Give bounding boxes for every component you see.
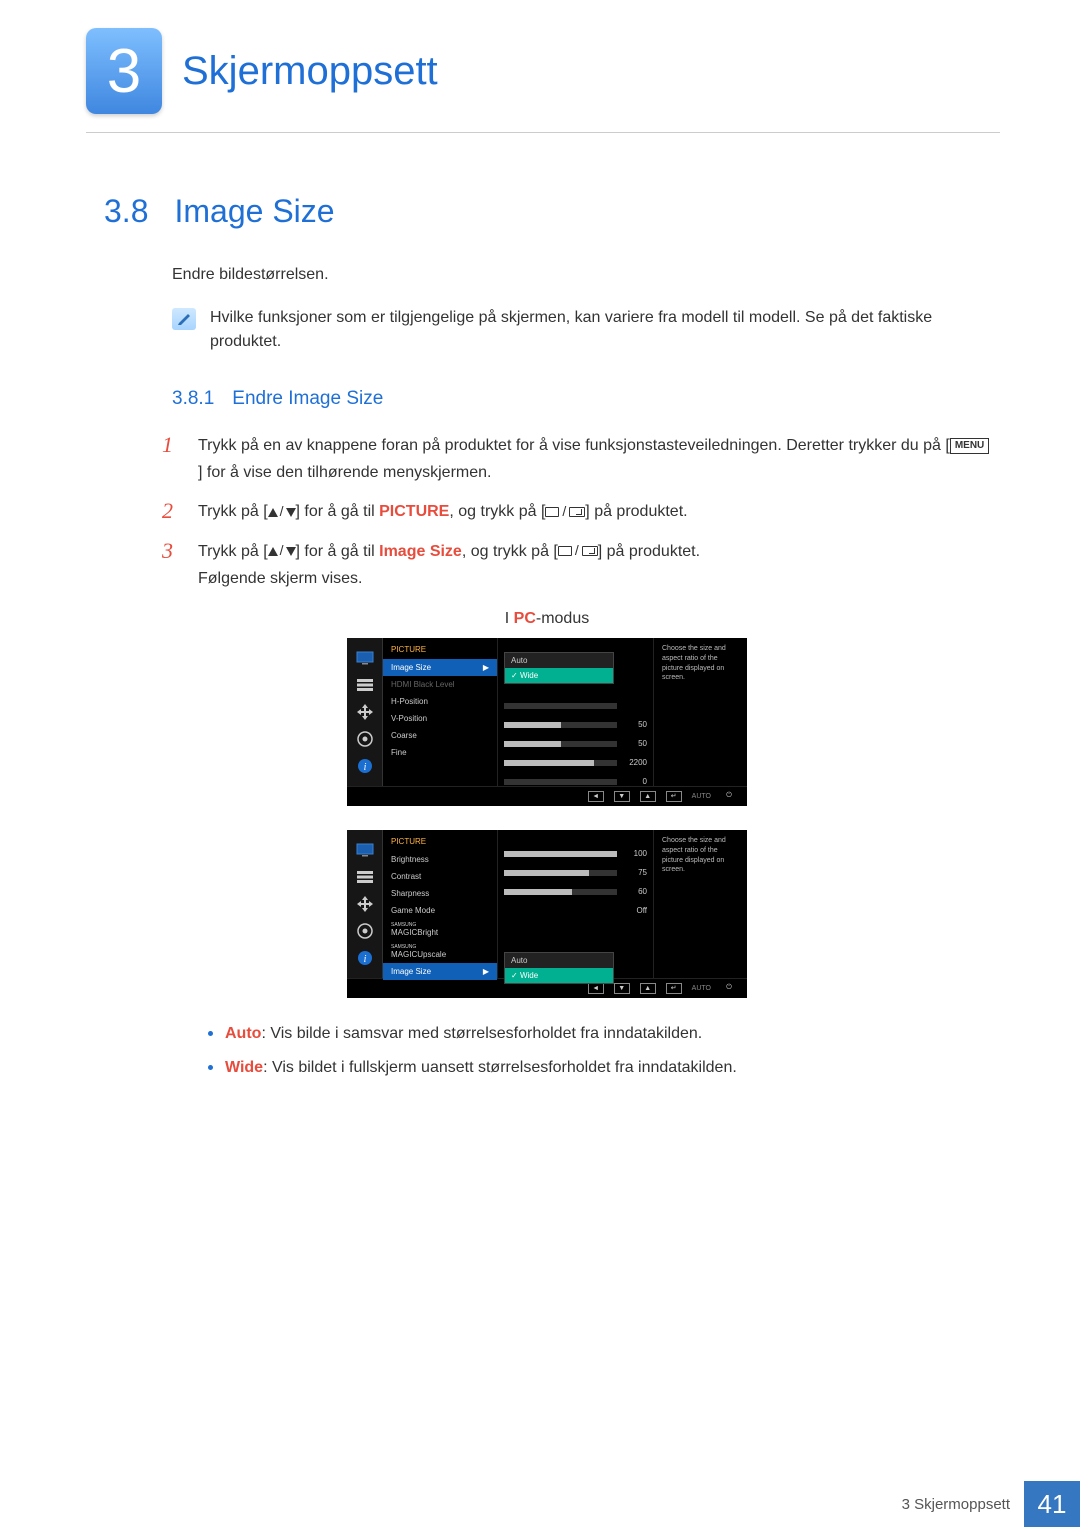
- osd-item-hdmi: HDMI Black Level: [383, 676, 497, 693]
- target-picture: PICTURE: [379, 503, 449, 520]
- info-icon: i: [355, 949, 375, 967]
- bullet-wide: Wide: Vis bildet i fullskjerm uansett st…: [208, 1056, 990, 1080]
- osd-dd-wide: Wide: [505, 968, 613, 983]
- step-number: 2: [162, 498, 180, 524]
- auto-label: AUTO: [692, 793, 711, 800]
- osd-item-fine: Fine: [383, 744, 497, 761]
- osd-panel-2: i PICTURE Brightness Contrast Sharpness …: [347, 830, 747, 998]
- up-arrow-icon: ▲: [640, 791, 656, 802]
- osd-menu-list: PICTURE Image Size▶ HDMI Black Level H-P…: [383, 638, 498, 786]
- menu-button-label: MENU: [950, 438, 989, 454]
- step-3: 3 Trykk på [/] for å gå til Image Size, …: [162, 538, 990, 592]
- osd-item-magic-upscale: SAMSUNGMAGICUpscale: [383, 941, 497, 963]
- subsection-heading: 3.8.1 Endre Image Size: [172, 388, 990, 410]
- gear-icon: [355, 922, 375, 940]
- select-enter-icon: /: [545, 500, 585, 524]
- up-arrow-icon: ▲: [640, 983, 656, 994]
- osd-item-image-size: Image Size▶: [383, 963, 497, 980]
- steps-list: 1 Trykk på en av knappene foran på produ…: [162, 432, 990, 592]
- osd-item-brightness: Brightness: [383, 851, 497, 868]
- bullet-term: Wide: [225, 1059, 263, 1076]
- section-title: Image Size: [174, 193, 334, 230]
- svg-text:i: i: [363, 762, 366, 773]
- gear-icon: [355, 730, 375, 748]
- arrows-icon: [355, 895, 375, 913]
- osd-screenshots: i PICTURE Image Size▶ HDMI Black Level H…: [104, 638, 990, 998]
- bullet-term: Auto: [225, 1025, 261, 1042]
- osd-menu-list: PICTURE Brightness Contrast Sharpness Ga…: [383, 830, 498, 978]
- step-text: Trykk på [/] for å gå til PICTURE, og tr…: [198, 498, 990, 525]
- note-text: Hvilke funksjoner som er tilgjengelige p…: [210, 306, 990, 354]
- list-icon: [355, 676, 375, 694]
- arrows-icon: [355, 703, 375, 721]
- osd-panel-1: i PICTURE Image Size▶ HDMI Black Level H…: [347, 638, 747, 806]
- down-arrow-icon: ▼: [614, 983, 630, 994]
- power-icon: ⏻: [721, 983, 737, 994]
- osd-values: Auto Wide 50 50 2200 0: [498, 638, 653, 786]
- osd-item-image-size: Image Size▶: [383, 659, 497, 676]
- osd-item-sharpness: Sharpness: [383, 885, 497, 902]
- subsection-title: Endre Image Size: [232, 388, 383, 410]
- down-arrow-icon: ▼: [614, 791, 630, 802]
- step-2: 2 Trykk på [/] for å gå til PICTURE, og …: [162, 498, 990, 525]
- monitor-icon: [355, 649, 375, 667]
- osd-dd-auto: Auto: [505, 953, 613, 968]
- osd-item-vpos: V-Position: [383, 710, 497, 727]
- note-block: Hvilke funksjoner som er tilgjengelige p…: [172, 306, 990, 354]
- osd-footer: ◄ ▼ ▲ ↵ AUTO ⏻: [347, 786, 747, 806]
- step-1: 1 Trykk på en av knappene foran på produ…: [162, 432, 990, 486]
- step-number: 3: [162, 538, 180, 564]
- osd-dd-auto: Auto: [505, 653, 613, 668]
- osd-sidebar: i: [347, 638, 383, 786]
- page-header: 3 Skjermoppsett: [0, 0, 1080, 114]
- osd-menu-title: PICTURE: [383, 642, 497, 659]
- subsection-number: 3.8.1: [172, 388, 214, 410]
- osd-dd-wide: Wide: [505, 668, 613, 683]
- info-icon: i: [355, 757, 375, 775]
- osd-description: Choose the size and aspect ratio of the …: [653, 830, 747, 978]
- mode-label: I PC-modus: [104, 610, 990, 628]
- osd-values: 100 75 60 Off Auto Wide: [498, 830, 653, 978]
- bullet-auto: Auto: Vis bilde i samsvar med størrelses…: [208, 1022, 990, 1046]
- chapter-title: Skjermoppsett: [182, 49, 438, 94]
- osd-sidebar: i: [347, 830, 383, 978]
- bullet-list: Auto: Vis bilde i samsvar med størrelses…: [208, 1022, 990, 1080]
- osd-item-contrast: Contrast: [383, 868, 497, 885]
- up-down-arrows-icon: /: [268, 539, 296, 563]
- step-text: Trykk på [/] for å gå til Image Size, og…: [198, 538, 990, 592]
- osd-item-hpos: H-Position: [383, 693, 497, 710]
- footer-chapter: 3 Skjermoppsett: [902, 1496, 1010, 1513]
- up-down-arrows-icon: /: [268, 500, 296, 524]
- osd-menu-title: PICTURE: [383, 834, 497, 851]
- bullet-dot-icon: [208, 1031, 213, 1036]
- footer-page-number: 41: [1024, 1481, 1080, 1527]
- mode-pc: PC: [514, 610, 536, 627]
- bullet-dot-icon: [208, 1065, 213, 1070]
- enter-icon: ↵: [666, 791, 682, 802]
- section-number: 3.8: [104, 193, 148, 230]
- monitor-icon: [355, 841, 375, 859]
- auto-label: AUTO: [692, 985, 711, 992]
- osd-dropdown: Auto Wide: [504, 652, 614, 684]
- list-icon: [355, 868, 375, 886]
- osd-description: Choose the size and aspect ratio of the …: [653, 638, 747, 786]
- left-arrow-icon: ◄: [588, 791, 604, 802]
- enter-icon: ↵: [666, 983, 682, 994]
- svg-text:i: i: [363, 954, 366, 965]
- left-arrow-icon: ◄: [588, 983, 604, 994]
- step-number: 1: [162, 432, 180, 458]
- select-enter-icon: /: [558, 539, 598, 563]
- chapter-badge: 3: [86, 28, 162, 114]
- section-heading: 3.8 Image Size: [104, 193, 990, 230]
- osd-item-magic-bright: SAMSUNGMAGICBright: [383, 919, 497, 941]
- page-footer: 3 Skjermoppsett 41: [902, 1481, 1080, 1527]
- power-icon: ⏻: [721, 791, 737, 802]
- osd-dropdown: Auto Wide: [504, 952, 614, 984]
- osd-item-gamemode: Game Mode: [383, 902, 497, 919]
- step-text: Trykk på en av knappene foran på produkt…: [198, 432, 990, 486]
- intro-text: Endre bildestørrelsen.: [172, 266, 990, 284]
- target-image-size: Image Size: [379, 543, 462, 560]
- osd-item-coarse: Coarse: [383, 727, 497, 744]
- note-icon: [172, 308, 196, 330]
